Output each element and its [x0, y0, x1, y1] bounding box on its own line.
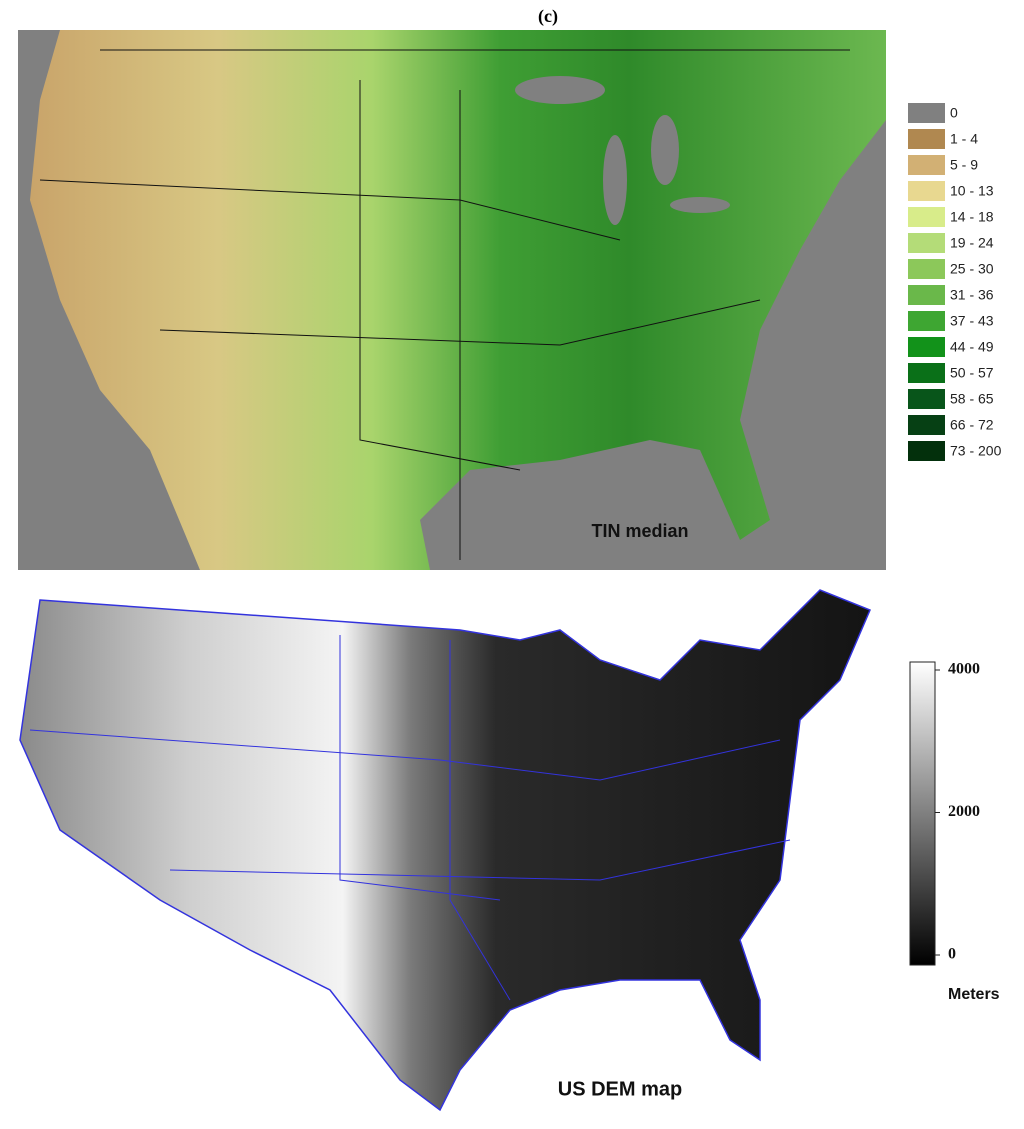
legend-swatch — [908, 155, 945, 175]
legend-swatch — [908, 181, 945, 201]
lake — [670, 197, 730, 213]
legend-swatch — [908, 129, 945, 149]
border — [359, 80, 521, 471]
lake — [515, 76, 605, 104]
legend-label: 19 - 24 — [950, 235, 994, 251]
border — [339, 635, 501, 901]
legend-swatch — [908, 233, 945, 253]
legend-label: 0 — [950, 105, 958, 121]
legend-label: 5 - 9 — [950, 157, 978, 173]
colorbar-tick-label: 4000 — [948, 661, 980, 678]
legend-swatch — [908, 363, 945, 383]
legend-swatch — [908, 337, 945, 357]
legend-label: 58 - 65 — [950, 391, 994, 407]
legend-label: 50 - 57 — [950, 365, 994, 381]
lake — [651, 115, 679, 185]
lake — [603, 135, 627, 225]
legend-label: 10 - 13 — [950, 183, 994, 199]
legend-label: 25 - 30 — [950, 261, 994, 277]
border — [449, 640, 511, 1001]
legend-swatch — [908, 207, 945, 227]
colorbar — [909, 661, 936, 966]
colorbar-label: Meters — [948, 986, 1000, 1003]
colorbar-tick-label: 2000 — [948, 803, 980, 820]
dem-land — [19, 589, 871, 1112]
legend-swatch — [908, 415, 945, 435]
border — [159, 299, 761, 346]
panel-caption: US DEM map — [558, 1078, 682, 1100]
legend-label: 31 - 36 — [950, 287, 994, 303]
legend-label: 14 - 18 — [950, 209, 994, 225]
border — [169, 839, 791, 881]
legend-swatch — [908, 389, 945, 409]
legend-label: 73 - 200 — [950, 443, 1002, 459]
legend-swatch — [908, 311, 945, 331]
legend-label: 37 - 43 — [950, 313, 994, 329]
legend-swatch — [908, 441, 945, 461]
legend-label: 66 - 72 — [950, 417, 994, 433]
figure-title: (c) — [538, 6, 558, 27]
border — [29, 729, 781, 781]
legend-swatch — [908, 285, 945, 305]
legend-label: 44 - 49 — [950, 339, 994, 355]
legend-swatch — [908, 103, 945, 123]
colorbar-tick-label: 0 — [948, 946, 956, 963]
legend-label: 1 - 4 — [950, 131, 978, 147]
legend-swatch — [908, 259, 945, 279]
panel-caption: TIN median — [591, 521, 688, 541]
